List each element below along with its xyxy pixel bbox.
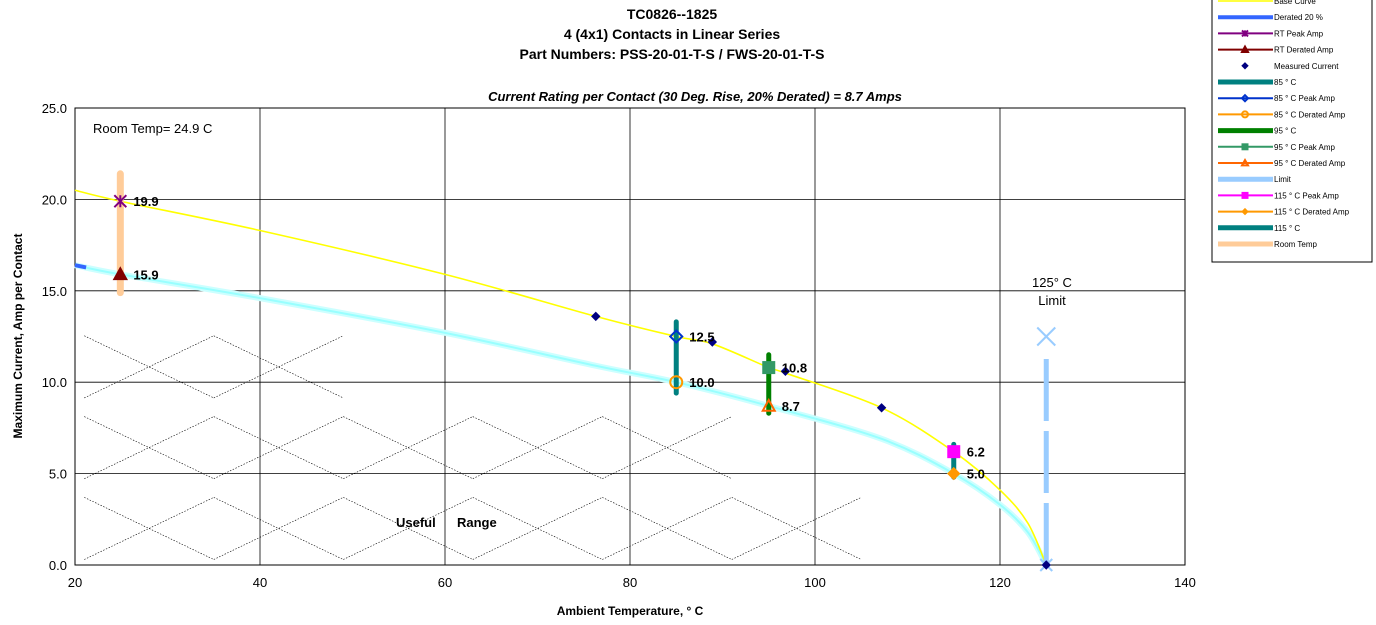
marker-9-0 (762, 361, 776, 375)
x-tick-label: 140 (1174, 575, 1196, 590)
legend-entry: 115 ° C Derated Amp (1274, 208, 1350, 217)
marker-13-0 (947, 466, 961, 481)
legend-marker (1240, 93, 1250, 103)
limit-top-marker (1036, 326, 1056, 347)
legend-marker (1241, 143, 1249, 151)
data-label: 19.9 (133, 194, 158, 209)
legend-entry: Limit (1274, 175, 1292, 184)
plot-border (74, 107, 1186, 566)
marker-4-2 (780, 366, 791, 376)
legend-entry: 95 ° C Derated Amp (1274, 159, 1346, 168)
marker-4-3 (876, 403, 887, 413)
data-label: 10.0 (689, 375, 714, 390)
useful-range-label-2: Range (457, 515, 497, 530)
legend-marker (1241, 207, 1249, 216)
annotations: Room Temp= 24.9 C 125° C Limit Useful Ra… (93, 121, 1072, 530)
marker-7-0 (669, 375, 684, 390)
legend-entry: RT Derated Amp (1274, 46, 1334, 55)
chart-title-line-2: 4 (4x1) Contacts in Linear Series (564, 26, 781, 42)
y-tick-label: 15.0 (42, 284, 67, 299)
y-tick-label: 10.0 (42, 375, 67, 390)
y-tick-label: 5.0 (49, 467, 67, 482)
data-label: 15.9 (133, 267, 158, 282)
y-tick-label: 0.0 (49, 558, 67, 573)
x-tick-label: 40 (253, 575, 267, 590)
legend-marker (1240, 157, 1250, 167)
legend-marker (1241, 62, 1249, 70)
legend-entry: 95 ° C (1274, 127, 1297, 136)
legend-entry: 85 ° C Derated Amp (1274, 110, 1346, 119)
legend-marker (1241, 110, 1249, 119)
x-tick-label: 120 (989, 575, 1011, 590)
chart-subtitle: Current Rating per Contact (30 Deg. Rise… (488, 89, 902, 104)
marker-4-4 (1041, 560, 1051, 570)
y-tick-label: 25.0 (42, 101, 67, 116)
legend: Base Curve Derated 20 % RT Peak Amp RT Dera… (1211, 0, 1373, 263)
marker-4-1 (707, 337, 718, 347)
limit-annotation-line-1: 125° C (1032, 275, 1072, 290)
y-tick-label: 20.0 (42, 192, 67, 207)
legend-entry: 85 ° C (1274, 78, 1297, 87)
data-label: 6.2 (967, 445, 985, 460)
markers-layer (112, 194, 1056, 572)
room-temp-annotation: Room Temp= 24.9 C (93, 121, 212, 136)
marker-10-0 (761, 397, 777, 412)
legend-entry: 85 ° C Peak Amp (1274, 94, 1336, 103)
data-labels: 19.9 15.9 12.5 10.0 10.8 8.7 6.2 5.0 (133, 194, 985, 481)
legend-entry: 95 ° C Peak Amp (1274, 143, 1336, 152)
limit-annotation-line-2: Limit (1038, 293, 1066, 308)
useful-range-label-1: Useful (396, 515, 436, 530)
legend-entry: 115 ° C Peak Amp (1274, 191, 1339, 200)
y-axis-title: Maximum Current, Amp per Contact (11, 234, 25, 439)
data-label: 10.8 (782, 361, 807, 376)
marker-3-0 (112, 266, 129, 281)
data-label: 8.7 (782, 399, 800, 414)
data-label: 5.0 (967, 467, 985, 482)
legend-marker (1241, 191, 1249, 199)
chart-titles: TC0826--1825 4 (4x1) Contacts in Linear … (488, 6, 902, 104)
marker-2-0 (113, 194, 128, 208)
x-tick-label: 80 (623, 575, 637, 590)
legend-entry: Base Curve (1274, 0, 1316, 6)
legend-entry: RT Peak Amp (1274, 29, 1324, 38)
x-tick-label: 20 (68, 575, 82, 590)
marker-4-0 (591, 311, 601, 322)
chart-title-line-1: TC0826--1825 (627, 6, 717, 22)
x-tick-label: 60 (438, 575, 452, 590)
x-axis-title: Ambient Temperature, ° C (557, 604, 704, 618)
legend-entry: Derated 20 % (1274, 13, 1323, 22)
legend-entry: 115 ° C (1274, 224, 1300, 233)
data-label: 12.5 (689, 330, 714, 345)
chart-title-line-3: Part Numbers: PSS-20-01-T-S / FWS-20-01-… (520, 46, 825, 62)
axis-ticks: 20 40 60 80 100 120 140 0.0 5.0 10.0 15.0 20.0 25.0 (42, 101, 1196, 590)
legend-entry: Measured Current (1274, 62, 1339, 71)
x-tick-label: 100 (804, 575, 826, 590)
marker-12-0 (947, 445, 961, 459)
derated-curve-start (74, 263, 87, 270)
legend-marker (1240, 44, 1250, 53)
x-stroke (1036, 326, 1056, 347)
marker-6-0 (668, 329, 684, 344)
legend-marker (1241, 29, 1249, 38)
legend-entry: Room Temp (1274, 240, 1318, 249)
